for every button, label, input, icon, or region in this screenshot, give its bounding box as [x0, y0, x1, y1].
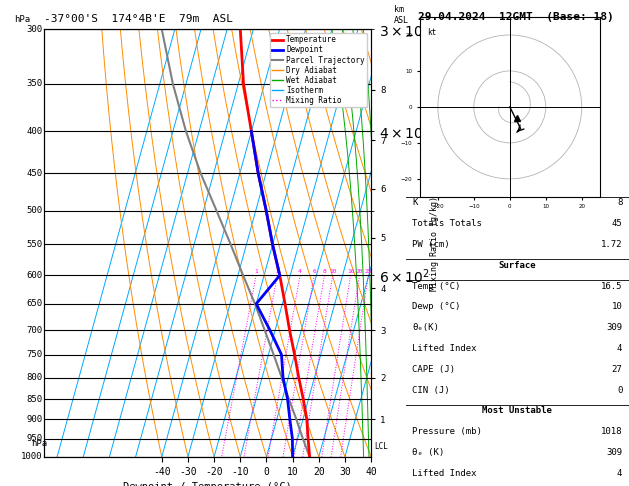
- Text: 750: 750: [26, 350, 43, 359]
- Text: 1.72: 1.72: [601, 240, 622, 249]
- Text: 900: 900: [26, 415, 43, 424]
- Text: Lifted Index: Lifted Index: [413, 469, 477, 478]
- Text: 27: 27: [611, 365, 622, 374]
- Text: 550: 550: [26, 240, 43, 249]
- Text: Temp (°C): Temp (°C): [413, 281, 461, 291]
- Text: 650: 650: [26, 299, 43, 308]
- Text: 1000: 1000: [21, 452, 43, 461]
- Text: 1: 1: [254, 269, 258, 274]
- Text: Most Unstable: Most Unstable: [482, 406, 552, 416]
- Text: 6: 6: [312, 269, 316, 274]
- Text: 300: 300: [26, 25, 43, 34]
- Text: 309: 309: [606, 448, 622, 457]
- Text: Lifted Index: Lifted Index: [413, 344, 477, 353]
- Text: Mixing Ratio (g/kg): Mixing Ratio (g/kg): [430, 195, 439, 291]
- Text: 45: 45: [611, 219, 622, 228]
- Text: 600: 600: [26, 271, 43, 280]
- Text: 400: 400: [26, 127, 43, 136]
- Text: CIN (J): CIN (J): [413, 386, 450, 395]
- Text: 700: 700: [26, 326, 43, 335]
- Text: 10: 10: [329, 269, 337, 274]
- Text: Surface: Surface: [499, 260, 536, 270]
- Text: Pressure (mb): Pressure (mb): [413, 427, 482, 436]
- Text: 29.04.2024  12GMT  (Base: 18): 29.04.2024 12GMT (Base: 18): [418, 12, 614, 22]
- Text: θₑ(K): θₑ(K): [413, 323, 439, 332]
- Text: CAPE (J): CAPE (J): [413, 365, 455, 374]
- Text: 500: 500: [26, 206, 43, 215]
- Text: 16.5: 16.5: [601, 281, 622, 291]
- Text: PW (cm): PW (cm): [413, 240, 450, 249]
- Text: 4: 4: [617, 469, 622, 478]
- Text: Dewp (°C): Dewp (°C): [413, 302, 461, 312]
- Text: 10: 10: [611, 302, 622, 312]
- Text: 4: 4: [298, 269, 302, 274]
- Text: 16: 16: [347, 269, 354, 274]
- Text: 8: 8: [323, 269, 326, 274]
- Text: 950: 950: [26, 434, 43, 443]
- Legend: Temperature, Dewpoint, Parcel Trajectory, Dry Adiabat, Wet Adiabat, Isotherm, Mi: Temperature, Dewpoint, Parcel Trajectory…: [270, 33, 367, 107]
- Text: 0: 0: [617, 386, 622, 395]
- Text: hPa: hPa: [14, 15, 31, 24]
- Text: 4: 4: [617, 344, 622, 353]
- Text: 309: 309: [606, 323, 622, 332]
- Text: 850: 850: [26, 395, 43, 403]
- Text: kt: kt: [427, 28, 437, 37]
- Text: -37°00'S  174°4B'E  79m  ASL: -37°00'S 174°4B'E 79m ASL: [44, 14, 233, 24]
- Text: θₑ (K): θₑ (K): [413, 448, 445, 457]
- Text: Totals Totals: Totals Totals: [413, 219, 482, 228]
- Text: 450: 450: [26, 169, 43, 178]
- Text: 800: 800: [26, 373, 43, 382]
- Text: 350: 350: [26, 79, 43, 88]
- Text: LCL: LCL: [374, 441, 388, 451]
- X-axis label: Dewpoint / Temperature (°C): Dewpoint / Temperature (°C): [123, 482, 292, 486]
- Text: hPa: hPa: [31, 439, 47, 448]
- Text: 20: 20: [355, 269, 363, 274]
- Text: 1018: 1018: [601, 427, 622, 436]
- Text: km
ASL: km ASL: [394, 5, 409, 25]
- Text: 25: 25: [365, 269, 372, 274]
- Text: 2: 2: [276, 269, 279, 274]
- Text: 8: 8: [617, 198, 622, 207]
- Text: K: K: [413, 198, 418, 207]
